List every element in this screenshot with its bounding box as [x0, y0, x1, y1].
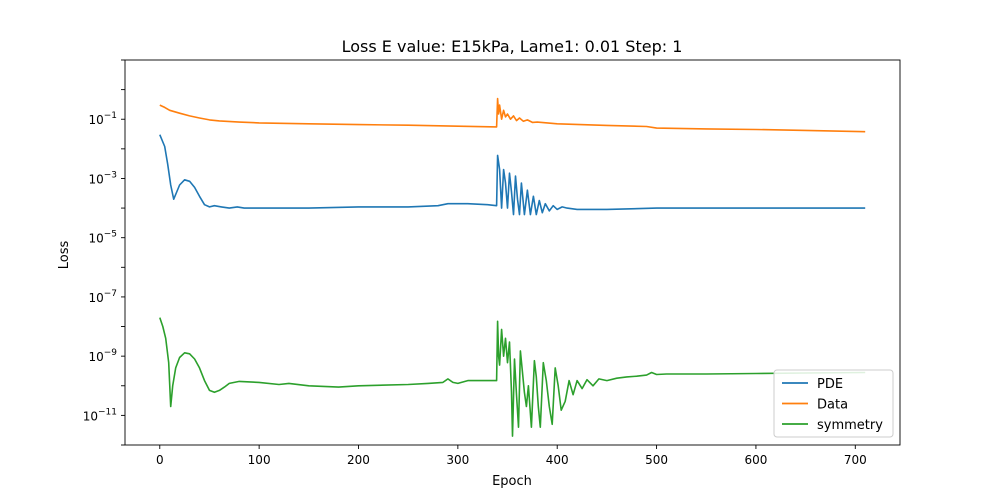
y-tick-label: 10−9 [88, 348, 117, 364]
x-tick-label: 100 [248, 453, 271, 467]
x-tick-label: 300 [446, 453, 469, 467]
legend-label-pde: PDE [817, 377, 843, 392]
series-line-data [159, 97, 866, 133]
plot-area [124, 59, 901, 446]
plot-frame [124, 59, 901, 446]
series-line-pde [159, 134, 866, 216]
y-axis: 10−11 10−9 10−7 10−5 10−3 10−1 [83, 59, 125, 446]
y-axis-label: Loss [57, 241, 72, 270]
x-tick-label: 200 [347, 453, 370, 467]
legend: PDE Data symmetry [773, 369, 894, 438]
x-tick-label: 600 [744, 453, 767, 467]
y-tick-label: 10−7 [88, 289, 117, 305]
legend-box [773, 369, 894, 438]
legend-label-data: Data [817, 398, 848, 413]
legend-label-symmetry: symmetry [817, 418, 883, 433]
x-tick-label: 0 [156, 453, 164, 467]
y-tick-label: 10−1 [88, 111, 117, 127]
chart-title: Loss E value: E15kPa, Lame1: 0.01 Step: … [342, 37, 683, 56]
x-tick-label: 400 [546, 453, 569, 467]
x-axis-label: Epoch [492, 474, 532, 489]
x-tick-label: 700 [844, 453, 867, 467]
y-tick-label: 10−11 [83, 407, 117, 423]
y-tick-label: 10−3 [88, 170, 117, 186]
x-tick-label: 500 [645, 453, 668, 467]
y-tick-label: 10−5 [88, 230, 117, 246]
series-line-symmetry [159, 317, 866, 437]
x-axis: 0 100 200 300 400 500 600 700 [156, 445, 867, 467]
